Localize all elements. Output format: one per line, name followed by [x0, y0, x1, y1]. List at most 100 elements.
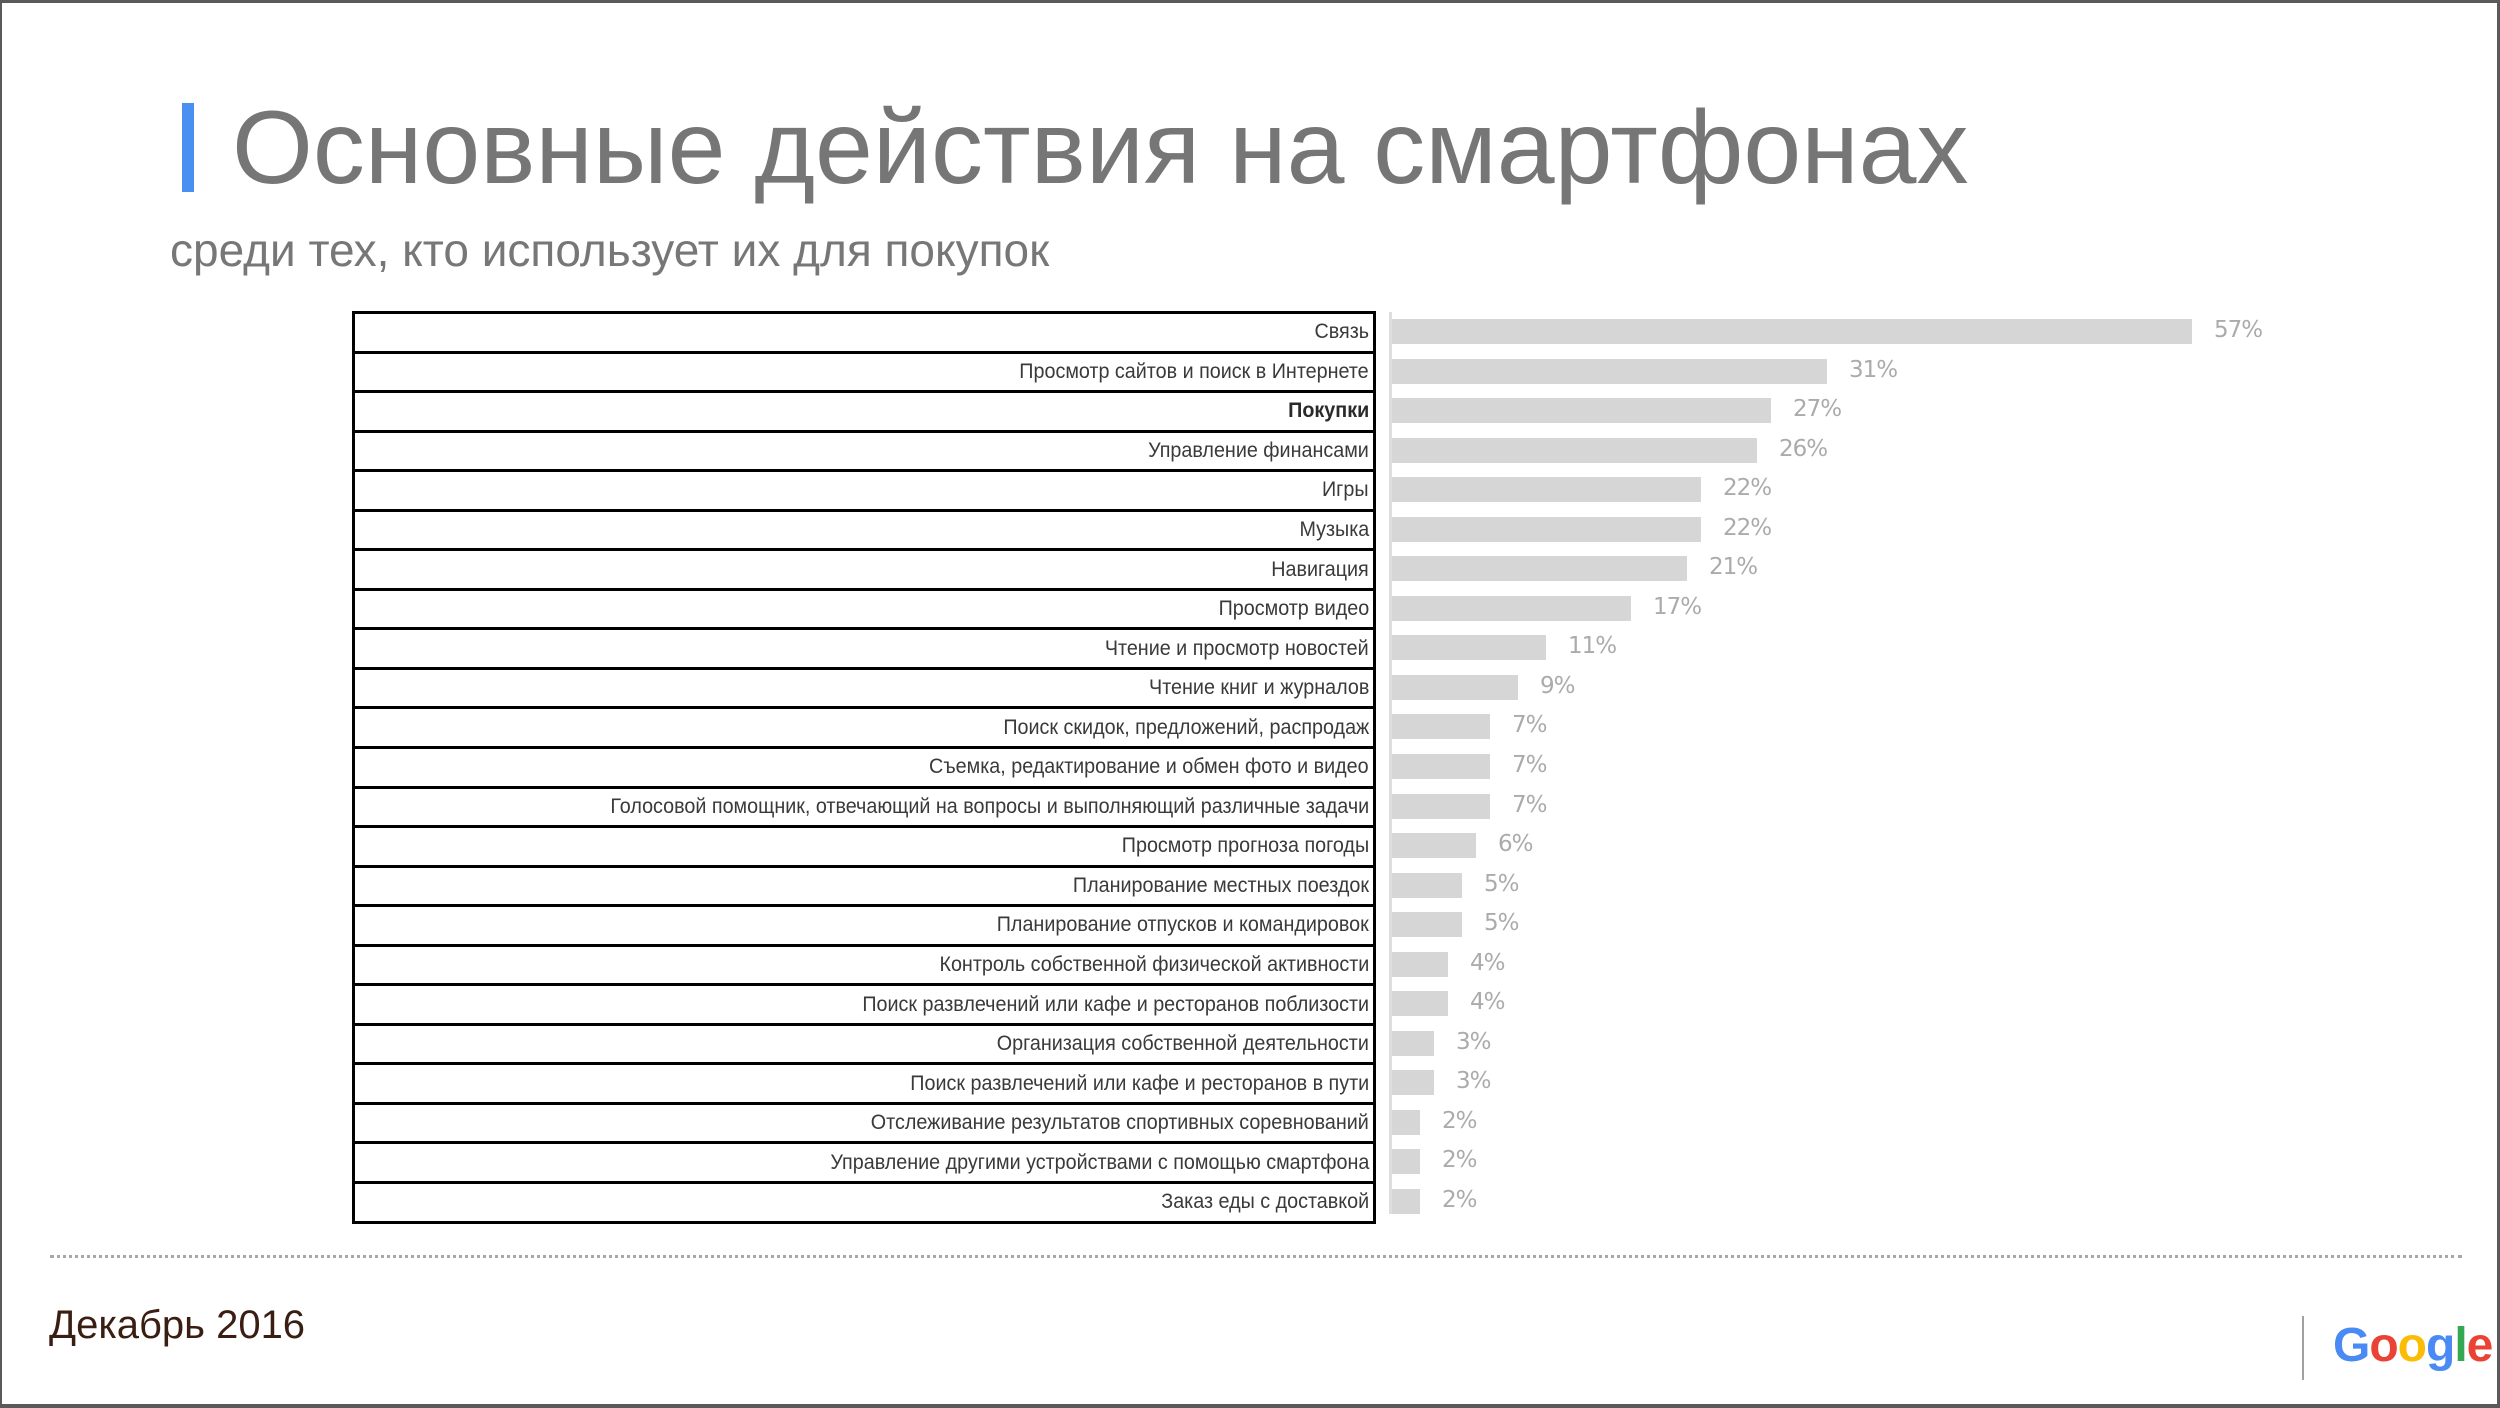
data-bar [1392, 437, 1757, 463]
data-bar [1392, 793, 1490, 819]
category-label: Просмотр видео [1218, 597, 1369, 621]
category-label: Отслеживание результатов спортивных соре… [870, 1111, 1369, 1135]
category-row: Организация собственной деятельности [355, 1022, 1373, 1063]
google-logo-letter: l [2454, 1319, 2467, 1372]
data-bar [1392, 477, 1701, 503]
category-label: Заказ еды с доставкой [1161, 1190, 1369, 1214]
bar-row: 57% [1392, 311, 2492, 351]
category-row: Контроль собственной физической активнос… [355, 943, 1373, 984]
bar-value-label: 21% [1709, 554, 1758, 581]
category-label: Просмотр прогноза погоды [1121, 834, 1369, 858]
data-bar [1392, 516, 1701, 542]
category-row: Управление финансами [355, 429, 1373, 470]
slide-title: Основные действия на смартфонах [232, 90, 1969, 206]
category-label-table: Связь Просмотр сайтов и поиск в Интернете… [352, 311, 1376, 1224]
category-row: Поиск развлечений или кафе и ресторанов … [355, 1062, 1373, 1102]
category-row: Съемка, редактирование и обмен фото и ви… [355, 746, 1373, 786]
bar-value-label: 3% [1456, 1068, 1491, 1095]
bar-chart-area: 57% 31% 27% 26% 22% 22% 21% 17% 11% 9% 7% 7% 7% 6% 5% 5… [1392, 311, 2492, 1221]
bar-row: 22% [1392, 469, 2492, 509]
bar-row: 27% [1392, 390, 2492, 430]
bar-row: 7% [1392, 786, 2492, 826]
category-row: Отслеживание результатов спортивных соре… [355, 1101, 1373, 1142]
title-accent-bar [182, 103, 194, 192]
category-row: Покупки [355, 390, 1373, 430]
bar-value-label: 9% [1540, 672, 1575, 699]
data-bar [1392, 872, 1462, 898]
category-row: Связь [355, 311, 1373, 351]
data-bar [1392, 1030, 1434, 1056]
bar-value-label: 4% [1470, 949, 1505, 976]
google-logo-letter: e [2466, 1319, 2494, 1372]
bar-row: 17% [1392, 588, 2492, 628]
data-bar [1392, 714, 1490, 740]
google-logo-letter: g [2426, 1319, 2455, 1372]
google-logo-letter: o [2397, 1319, 2427, 1372]
data-bar [1392, 319, 2192, 344]
category-row: Игры [355, 469, 1373, 509]
category-label: Поиск развлечений или кафе и ресторанов … [862, 992, 1369, 1016]
bar-value-label: 2% [1442, 1107, 1477, 1134]
category-label: Поиск развлечений или кафе и ресторанов … [910, 1071, 1369, 1095]
data-bar [1392, 1189, 1420, 1215]
data-bar [1392, 595, 1631, 621]
category-label: Чтение и просмотр новостей [1105, 636, 1369, 660]
bar-value-label: 7% [1512, 752, 1547, 779]
bar-row: 31% [1392, 351, 2492, 391]
bar-value-label: 2% [1442, 1147, 1477, 1174]
category-label: Планирование местных поездок [1072, 873, 1369, 897]
bar-row: 5% [1392, 865, 2492, 905]
bar-row: 21% [1392, 548, 2492, 588]
category-label: Контроль собственной физической активнос… [939, 953, 1369, 977]
category-label: Связь [1314, 320, 1369, 344]
bar-value-label: 22% [1723, 475, 1772, 502]
data-bar [1392, 635, 1546, 661]
category-label: Планирование отпусков и командировок [997, 913, 1369, 937]
data-bar [1392, 833, 1476, 859]
category-row: Навигация [355, 548, 1373, 588]
category-row: Просмотр видео [355, 587, 1373, 628]
bar-row: 7% [1392, 746, 2492, 786]
data-bar [1392, 991, 1448, 1017]
bar-row: 5% [1392, 904, 2492, 944]
category-row: Голосовой помощник, отвечающий на вопрос… [355, 785, 1373, 826]
data-bar [1392, 398, 1771, 424]
bar-row: 22% [1392, 509, 2492, 549]
bar-row: 4% [1392, 983, 2492, 1023]
category-row: Планирование отпусков и командировок [355, 904, 1373, 944]
category-row: Музыка [355, 508, 1373, 549]
bar-row: 3% [1392, 1062, 2492, 1102]
footer-dotted-divider [50, 1255, 2462, 1258]
category-label: Управление другими устройствами с помощь… [830, 1150, 1369, 1174]
bar-value-label: 26% [1779, 435, 1828, 462]
bar-value-label: 27% [1793, 396, 1842, 423]
data-bar [1392, 951, 1448, 977]
bar-value-label: 22% [1723, 514, 1772, 541]
bar-row: 4% [1392, 944, 2492, 984]
category-label: Голосовой помощник, отвечающий на вопрос… [610, 794, 1369, 818]
bar-row: 2% [1392, 1181, 2492, 1221]
bar-value-label: 7% [1512, 712, 1547, 739]
category-label: Игры [1322, 478, 1369, 502]
data-bar [1392, 1109, 1420, 1135]
data-bar [1392, 1070, 1434, 1096]
data-bar [1392, 556, 1687, 582]
category-row: Поиск скидок, предложений, распродаж [355, 706, 1373, 746]
category-row: Поиск развлечений или кафе и ресторанов … [355, 983, 1373, 1023]
google-logo-letter: o [2369, 1319, 2398, 1372]
footer-vertical-divider [2302, 1316, 2304, 1380]
category-label: Чтение книг и журналов [1148, 676, 1369, 700]
google-logo: Google [2333, 1318, 2494, 1373]
chart-axis-line [1389, 312, 1392, 1214]
category-row: Чтение и просмотр новостей [355, 627, 1373, 667]
bar-value-label: 5% [1484, 870, 1519, 897]
data-bar [1392, 754, 1490, 780]
category-row: Заказ еды с доставкой [355, 1181, 1373, 1221]
bar-row: 9% [1392, 667, 2492, 707]
bar-row: 26% [1392, 430, 2492, 470]
data-bar [1392, 674, 1518, 700]
bar-row: 2% [1392, 1141, 2492, 1181]
data-bar [1392, 358, 1827, 384]
data-bar [1392, 1149, 1420, 1175]
category-label: Поиск скидок, предложений, распродаж [1003, 715, 1369, 739]
